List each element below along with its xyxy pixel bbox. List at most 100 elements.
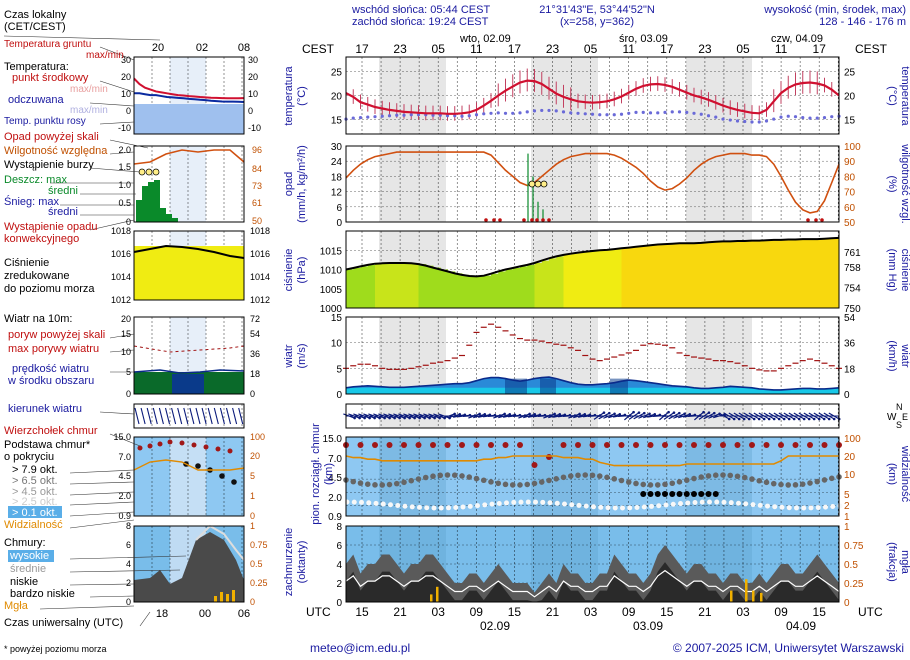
wind-arrow <box>523 413 535 419</box>
cloud-base-dot-low <box>554 500 560 506</box>
wind-arrow <box>388 413 400 419</box>
dew-point-dot <box>706 114 711 118</box>
convective-dot <box>484 218 488 222</box>
legend-label: średni <box>48 206 78 218</box>
pressure-fill <box>541 260 550 308</box>
mini-cloud-dense <box>219 473 225 479</box>
legend-label: > 6.5 okt. <box>12 475 58 487</box>
wind-arrowhead <box>742 417 746 421</box>
cloud-top-dot <box>531 462 538 468</box>
day-label: wto, 02.09 <box>459 33 511 45</box>
mini-y-tick: 0 <box>126 106 131 116</box>
legend-leader <box>39 605 135 610</box>
utc-hour-tick: 03 <box>736 605 750 619</box>
pressure-fill <box>433 267 441 308</box>
mini-local-hour: 02 <box>196 42 208 54</box>
cloud-base-dot <box>662 481 668 488</box>
dew-point-dot <box>409 113 413 117</box>
dew-point-dot <box>815 116 819 120</box>
legend-label: Temp. punktu rosy <box>4 116 86 127</box>
storm-marker <box>534 180 542 188</box>
y2-tick-label: 0.25 <box>844 579 864 590</box>
y-tick-label: 24 <box>331 157 343 168</box>
cloud-base-dot <box>350 478 357 485</box>
fog-bar <box>752 590 755 602</box>
dew-point-dot <box>402 113 406 117</box>
legend-label: Czas uniwersalny (UTC) <box>4 617 123 629</box>
wind-arrow <box>753 412 765 420</box>
mini-cloud-dense <box>231 479 237 485</box>
mini-y-tick: 0 <box>126 389 131 399</box>
cloud-base-dot <box>517 482 523 488</box>
sunset-label: zachód słońca: 19:24 CEST <box>352 16 489 28</box>
dew-point-dot <box>387 114 392 118</box>
y2-tick-label: 0.75 <box>844 541 864 552</box>
dew-point-dot <box>619 112 624 116</box>
wind-arrowhead <box>632 410 635 414</box>
cloud-base-dot-low <box>489 501 495 507</box>
mini-y-tick: 15 <box>121 329 131 339</box>
cloud-base-dot <box>727 472 734 479</box>
y-tick-label: 25 <box>331 67 343 78</box>
utc-day-label: 03.09 <box>633 619 663 633</box>
cloud-top-dot <box>386 442 393 448</box>
y-tick-label: 30 <box>331 142 343 153</box>
mini-y2-tick: 5 <box>250 471 255 481</box>
wind-line <box>345 376 840 391</box>
cloud-base-dot-low <box>656 503 662 509</box>
legend-leader <box>99 46 135 61</box>
mini-y-tick: 20 <box>121 314 131 324</box>
wind-arrow <box>783 412 795 420</box>
axis-title-left: temperatura <box>283 65 295 125</box>
dew-point-dot <box>779 115 783 119</box>
cloud-top-dot <box>676 442 683 448</box>
wind-arrow <box>768 412 780 420</box>
wind-arrow <box>363 413 375 419</box>
mini-utc-hour: 00 <box>199 608 211 620</box>
wind-arrowhead <box>672 411 676 414</box>
y-tick-label: 0.9 <box>328 512 342 523</box>
y2-tick-label: 5 <box>844 490 850 501</box>
wind-arrow <box>512 414 526 418</box>
pressure-fill <box>592 251 601 308</box>
legend-label: max/min <box>70 84 108 95</box>
fog-bar <box>430 594 433 602</box>
sunrise-label: wschód słońca: 05:44 CEST <box>351 4 490 16</box>
wind-arrow <box>487 414 501 418</box>
dew-point-dot <box>453 114 457 118</box>
night-band <box>686 317 752 394</box>
mini-rain-bar <box>172 218 178 222</box>
wind-arrow <box>643 413 655 419</box>
pressure-fill <box>708 242 717 308</box>
wind-arrowhead <box>618 413 622 416</box>
wind-arrow <box>528 414 540 418</box>
mini-y2-tick: 1 <box>250 521 255 531</box>
legend-label: kierunek wiatru <box>8 403 82 415</box>
y2-tick-label: 10 <box>844 470 856 481</box>
pressure-fill <box>367 264 376 308</box>
cloud-base-dot-low <box>424 505 430 511</box>
wind-arrowhead <box>747 417 751 421</box>
local-hour-tick: 05 <box>584 42 598 56</box>
cloud-base-dot <box>408 477 415 484</box>
legend-label: prędkość wiatru <box>12 363 89 375</box>
legend-leader <box>89 219 135 231</box>
pressure-fill <box>382 263 390 308</box>
legend-leader <box>69 481 135 485</box>
wind-arrow <box>659 411 669 421</box>
cloud-base-dot <box>495 480 502 487</box>
cloud-top-dot <box>589 442 596 448</box>
legend-leader <box>69 511 135 517</box>
cloud-base-dot-dense <box>683 491 690 497</box>
wind-arrow <box>493 413 505 419</box>
mini-wind-arrow <box>195 407 201 425</box>
mini-y2-tick: 0.25 <box>250 578 268 588</box>
y2-tick-label: 2 <box>844 501 850 512</box>
legend-label: Wierzchołek chmur <box>4 425 98 437</box>
dew-point-dot <box>532 109 537 113</box>
cloud-top-dot <box>662 442 668 448</box>
wind-arrow <box>548 413 560 419</box>
legend-label: Chmury: <box>4 537 46 549</box>
cloud-base-dot-low <box>402 503 408 509</box>
mini-pressure-fill <box>134 246 244 300</box>
